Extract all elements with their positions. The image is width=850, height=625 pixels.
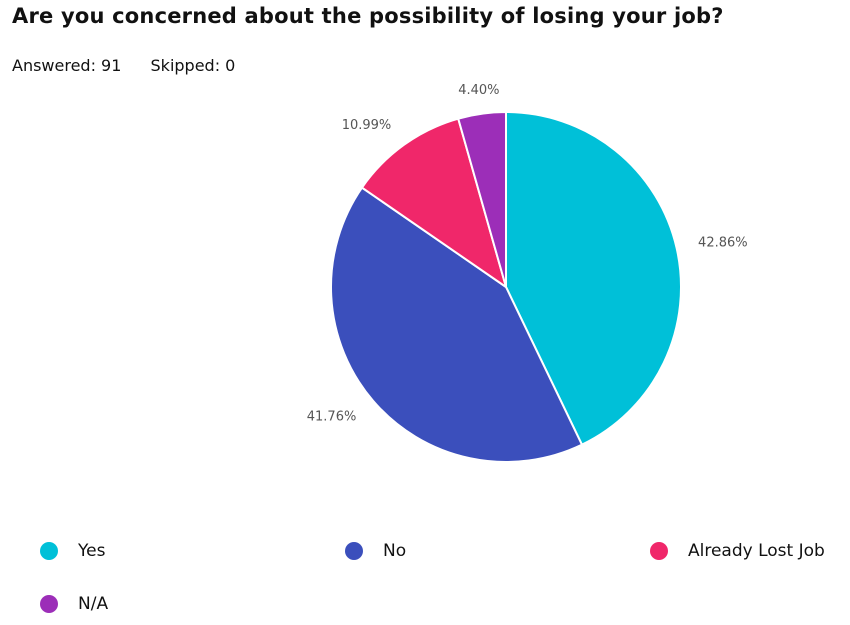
legend-swatch-already-lost-job (650, 542, 668, 560)
pie-chart: 42.86% 41.76% 10.99% 4.40% (307, 83, 748, 463)
response-stats: Answered: 91 Skipped: 0 (12, 56, 235, 75)
legend-item-no[interactable]: No (345, 541, 406, 561)
legend-label-na: N/A (78, 594, 109, 614)
answered-count: Answered: 91 (12, 56, 122, 75)
legend-item-na[interactable]: N/A (40, 594, 108, 614)
question-title: Are you concerned about the possibility … (12, 4, 724, 28)
pie-slice-n-a[interactable] (457, 110, 507, 288)
pie-data-labels: 42.86% 41.76% 10.99% 4.40% (307, 83, 748, 424)
legend-item-yes[interactable]: Yes (40, 541, 105, 561)
data-label-yes: 42.86% (698, 236, 748, 251)
pie-slice-yes[interactable] (505, 110, 682, 446)
legend-label-yes: Yes (78, 541, 106, 561)
pie-slices (330, 110, 682, 463)
data-label-no: 41.76% (307, 409, 357, 424)
pie-slice-no[interactable] (330, 186, 584, 463)
legend-label-already-lost-job: Already Lost Job (688, 541, 825, 561)
data-label-n-a: 4.40% (458, 83, 499, 98)
legend-swatch-na (40, 595, 58, 613)
data-label-already-lost-job: 10.99% (342, 118, 392, 133)
legend-swatch-yes (40, 542, 58, 560)
legend-label-no: No (383, 541, 407, 561)
skipped-count: Skipped: 0 (150, 56, 236, 75)
legend-item-already-lost-job[interactable]: Already Lost Job (650, 541, 825, 561)
legend-swatch-no (345, 542, 363, 560)
